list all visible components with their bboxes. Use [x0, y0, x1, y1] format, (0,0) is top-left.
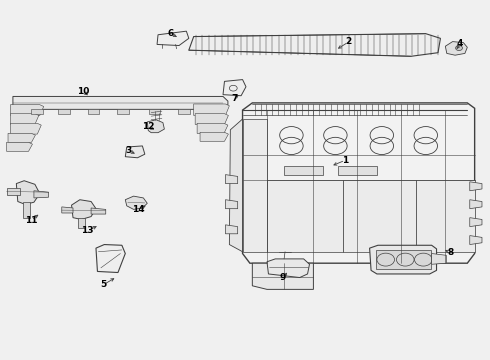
Polygon shape: [72, 200, 96, 220]
Polygon shape: [125, 146, 145, 158]
Polygon shape: [125, 196, 147, 210]
Text: 14: 14: [132, 205, 145, 214]
Polygon shape: [8, 134, 35, 142]
Polygon shape: [6, 188, 20, 195]
Polygon shape: [225, 200, 238, 209]
Polygon shape: [10, 114, 39, 125]
Text: 8: 8: [447, 248, 453, 257]
Text: 9: 9: [280, 273, 286, 282]
Text: 4: 4: [457, 39, 463, 48]
Polygon shape: [34, 191, 49, 198]
Polygon shape: [470, 182, 482, 191]
Text: 12: 12: [142, 122, 154, 131]
Polygon shape: [267, 180, 343, 252]
Polygon shape: [62, 207, 73, 213]
Polygon shape: [91, 208, 106, 214]
Circle shape: [456, 45, 463, 50]
Polygon shape: [178, 109, 190, 114]
Polygon shape: [432, 253, 446, 264]
Polygon shape: [225, 175, 238, 184]
Polygon shape: [338, 166, 377, 175]
Polygon shape: [229, 119, 243, 252]
Polygon shape: [88, 109, 99, 114]
Polygon shape: [16, 181, 40, 204]
Polygon shape: [470, 200, 482, 209]
Polygon shape: [284, 166, 323, 175]
Polygon shape: [96, 244, 125, 273]
Text: 3: 3: [125, 146, 132, 155]
Polygon shape: [243, 119, 267, 252]
Polygon shape: [197, 123, 228, 134]
Polygon shape: [223, 80, 246, 96]
Polygon shape: [194, 104, 229, 116]
Polygon shape: [117, 109, 129, 114]
Polygon shape: [23, 202, 30, 218]
Text: 7: 7: [231, 94, 238, 103]
Polygon shape: [31, 109, 43, 114]
Polygon shape: [10, 123, 41, 134]
Polygon shape: [470, 218, 482, 226]
Polygon shape: [470, 235, 482, 244]
Polygon shape: [416, 180, 475, 252]
Polygon shape: [13, 96, 228, 109]
Polygon shape: [147, 120, 164, 133]
Polygon shape: [195, 114, 228, 125]
Text: 2: 2: [345, 37, 352, 46]
Polygon shape: [149, 109, 160, 114]
Polygon shape: [445, 41, 467, 55]
Polygon shape: [78, 218, 85, 228]
Text: 5: 5: [100, 280, 106, 289]
Polygon shape: [343, 180, 416, 252]
Polygon shape: [189, 34, 441, 56]
Polygon shape: [376, 250, 431, 269]
Polygon shape: [252, 263, 314, 289]
Polygon shape: [10, 105, 44, 116]
Polygon shape: [243, 103, 475, 263]
Text: 1: 1: [342, 156, 348, 165]
Polygon shape: [369, 245, 437, 274]
Polygon shape: [202, 109, 214, 114]
Polygon shape: [6, 142, 32, 151]
Text: 13: 13: [81, 226, 94, 235]
Text: 11: 11: [24, 216, 37, 225]
Polygon shape: [157, 31, 189, 45]
Polygon shape: [267, 259, 310, 278]
Polygon shape: [58, 109, 70, 114]
Text: 10: 10: [76, 86, 89, 95]
Polygon shape: [225, 225, 238, 234]
Polygon shape: [200, 132, 228, 141]
Text: 6: 6: [168, 29, 174, 38]
